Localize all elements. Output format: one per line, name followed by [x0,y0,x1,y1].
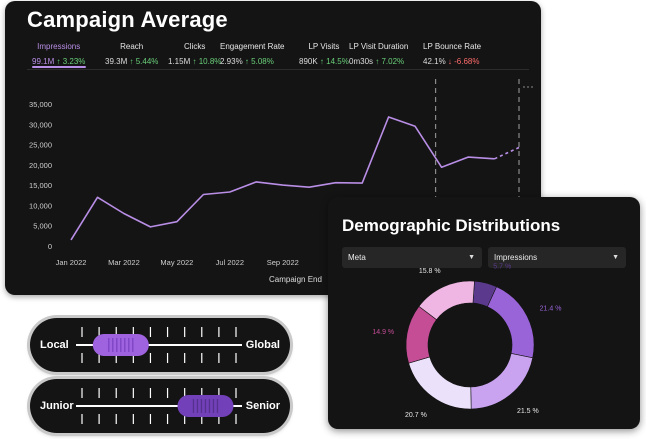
slider-thumb[interactable] [177,395,234,417]
metric-number: 42.1% [423,57,446,66]
donut-slice-label: 21.4 % [540,306,562,313]
y-tick-label: 5,000 [33,222,52,231]
donut-slice [487,286,535,359]
metric-number: 890K [299,57,318,66]
metric-tab-lp-visit-duration[interactable]: LP Visit Duration 0m30s ↑ 7.02% [349,42,408,66]
metric-change: ↓ -6.68% [447,57,480,66]
metric-value: 2.93% ↑ 5.08% [220,57,285,66]
metric-number: 1.15M [168,57,191,66]
metric-label: Reach [120,42,144,51]
metric-tab-lp-visits[interactable]: LP Visits 890K ↑ 14.5% [299,42,349,66]
y-tick-label: 10,000 [29,201,52,210]
x-tick-label: May 2022 [160,258,193,267]
impressions-projection-line [494,145,522,160]
metric-value: 42.1% ↓ -6.68% [423,57,481,66]
slider-thumb[interactable] [92,334,149,356]
y-tick-label: 0 [48,242,52,251]
metric-change: ↑ 5.44% [129,57,159,66]
demographics-title: Demographic Distributions [342,216,561,235]
metric-number: 2.93% [220,57,243,66]
donut-slice-label: 20.7 % [405,412,427,419]
campaign-end-label: Campaign End [269,275,322,284]
metric-number: 99.1M [32,57,55,66]
y-tick-label: 35,000 [29,100,52,109]
demographics-donut-chart: 5.7 % 21.4 % 21.5 % 20.7 % 14.9 % 15.8 % [372,263,562,419]
donut-slice [418,280,475,321]
slider-track[interactable] [30,379,290,433]
x-tick-label: Sep 2022 [267,258,299,267]
donut-slice [408,356,472,410]
metric-tab-clicks[interactable]: Clicks 1.15M ↑ 10.8% [168,42,221,66]
metric-change: ↑ 10.8% [192,57,222,66]
metrics-divider [27,69,529,70]
metric-label: Clicks [184,42,206,51]
platform-select-value: Meta [348,253,366,262]
slider-right-label: Global [245,339,280,351]
metric-number: 0m30s [349,57,374,66]
metric-tab-impressions[interactable]: Impressions 99.1M ↑ 3.23% [32,42,86,68]
slider-left-label: Local [40,339,69,351]
metric-number: 39.3M [105,57,128,66]
slider-right-label: Senior [245,400,280,412]
y-tick-label: 30,000 [29,120,52,129]
metric-value: 1.15M ↑ 10.8% [168,57,221,66]
metric-value: 39.3M ↑ 5.44% [105,57,158,66]
metric-label: Engagement Rate [220,42,285,51]
metric-select-value: Impressions [494,253,538,262]
metric-value: 99.1M ↑ 3.23% [32,57,85,66]
x-tick-label: Jul 2022 [216,258,244,267]
x-tick-label: Mar 2022 [108,258,140,267]
metric-label: Impressions [37,42,81,51]
donut-slice [470,353,534,410]
donut-slice-label: 15.8 % [419,268,441,275]
metric-value: 890K ↑ 14.5% [299,57,349,66]
metric-tab-lp-bounce-rate[interactable]: LP Bounce Rate 42.1% ↓ -6.68% [423,42,481,66]
demographic-distributions-panel: Demographic Distributions Meta ▼ Impress… [328,197,640,429]
campaign-title: Campaign Average [27,7,228,32]
metric-tabs: Impressions 99.1M ↑ 3.23% Reach 39.3M ↑ 5.4… [27,42,541,70]
x-tick-label: Jan 2022 [56,258,87,267]
caret-down-icon: ▼ [612,254,619,261]
caret-down-icon: ▼ [468,254,475,261]
campaign-average-panel: Campaign Average Impressions 99.1M ↑ 3.23… [5,1,541,295]
y-tick-label: 25,000 [29,141,52,150]
donut-slice-label: 5.7 % [493,263,511,270]
metric-select[interactable]: Impressions ▼ [488,247,626,268]
slider-left-label: Junior [40,400,74,412]
y-tick-label: 20,000 [29,161,52,170]
y-tick-label: 15,000 [29,181,52,190]
junior-senior-slider[interactable]: Junior Senior [30,379,290,433]
metric-change: ↑ 14.5% [319,57,349,66]
local-global-slider[interactable]: Local Global [30,318,290,372]
metric-label: LP Visit Duration [349,42,409,51]
metric-value: 0m30s ↑ 7.02% [349,57,408,66]
metric-change: ↑ 5.08% [244,57,274,66]
metric-change: ↑ 3.23% [56,57,86,66]
metric-tab-engagement-rate[interactable]: Engagement Rate 2.93% ↑ 5.08% [220,42,285,66]
metric-tab-reach[interactable]: Reach 39.3M ↑ 5.44% [105,42,158,66]
metric-label: LP Visits [308,42,340,51]
metric-label: LP Bounce Rate [423,42,482,51]
platform-select[interactable]: Meta ▼ [342,247,482,268]
donut-slice-label: 14.9 % [372,329,394,336]
active-tab-underline [32,66,86,68]
donut-slice-label: 21.5 % [517,408,539,415]
slider-track[interactable] [30,318,290,372]
impressions-series-line [70,116,495,241]
metric-change: ↑ 7.02% [375,57,405,66]
